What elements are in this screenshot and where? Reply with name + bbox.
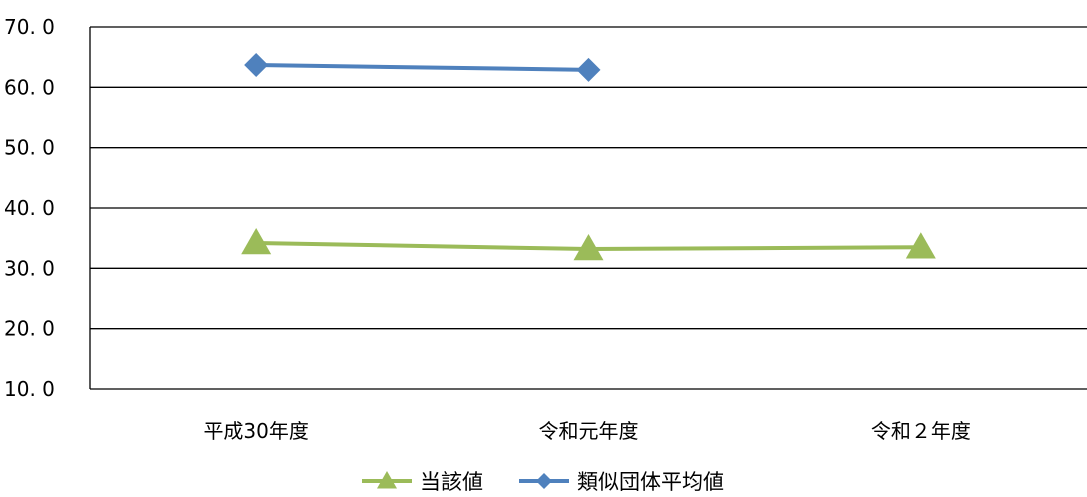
x-category-label: 令和元年度 xyxy=(539,419,639,443)
y-tick-label: 50. 0 xyxy=(4,136,55,160)
y-tick-label: 70. 0 xyxy=(4,15,55,39)
legend: 当該値 類似団体平均値 xyxy=(362,470,724,494)
y-tick-labels: 10. 0 20. 0 30. 0 40. 0 50. 0 60. 0 70. 0 xyxy=(4,15,55,401)
data-point-marker xyxy=(905,232,936,259)
legend-item: 類似団体平均値 xyxy=(519,470,724,494)
data-point-marker xyxy=(244,53,269,78)
x-category-label: 令和２年度 xyxy=(871,419,971,443)
legend-item: 当該値 xyxy=(362,470,483,494)
legend-marker xyxy=(377,471,397,489)
legend-label: 類似団体平均値 xyxy=(577,470,724,493)
x-category-labels: 平成30年度 令和元年度 令和２年度 xyxy=(203,419,970,443)
data-point-marker xyxy=(573,234,604,261)
series-line xyxy=(256,63,589,72)
y-tick-label: 10. 0 xyxy=(4,377,55,401)
y-tick-label: 20. 0 xyxy=(4,317,55,341)
series-1 xyxy=(244,53,601,82)
y-tick-label: 60. 0 xyxy=(4,75,55,99)
y-tick-label: 40. 0 xyxy=(4,196,55,220)
y-tick-label: 30. 0 xyxy=(4,256,55,280)
x-category-label: 平成30年度 xyxy=(203,419,308,443)
series-0 xyxy=(241,227,936,261)
legend-marker xyxy=(536,473,552,489)
axes xyxy=(89,27,1087,390)
data-point-marker xyxy=(576,57,601,82)
legend-label: 当該値 xyxy=(420,470,483,493)
data-point-marker xyxy=(241,227,272,255)
series xyxy=(241,53,936,261)
gridlines xyxy=(90,26,1087,330)
